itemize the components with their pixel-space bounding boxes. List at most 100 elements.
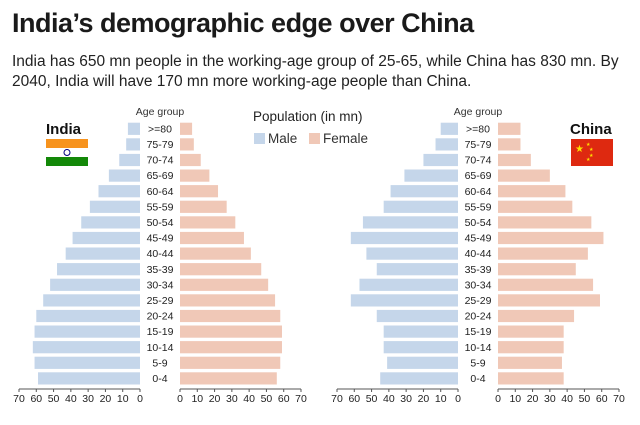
china-male-bar bbox=[440, 122, 458, 135]
china-male-bar bbox=[366, 247, 458, 260]
china-male-tick-label: 40 bbox=[383, 393, 395, 405]
india-female-tick-label: 10 bbox=[191, 393, 203, 405]
india-age-label: 70-74 bbox=[147, 155, 174, 167]
china-age-label: 70-74 bbox=[465, 155, 492, 167]
india-female-bar bbox=[180, 169, 210, 182]
china-age-label: 10-14 bbox=[465, 342, 492, 354]
china-female-bar bbox=[498, 138, 521, 151]
country-label-india: India bbox=[46, 121, 82, 138]
china-male-bar bbox=[383, 200, 458, 213]
india-female-bar bbox=[180, 263, 262, 276]
china-male-bar bbox=[350, 231, 458, 245]
china-age-label: 15-19 bbox=[465, 326, 492, 338]
china-age-label: 55-59 bbox=[465, 201, 492, 213]
chart-title: India’s demographic edge over China bbox=[12, 8, 474, 38]
india-male-bar bbox=[98, 185, 140, 198]
india-age-label: 75-79 bbox=[147, 139, 174, 151]
india-age-label: 40-44 bbox=[147, 248, 174, 260]
china-male-bar bbox=[404, 169, 458, 182]
china-male-bar bbox=[383, 341, 458, 354]
india-male-bar bbox=[89, 200, 140, 213]
india-female-bar bbox=[180, 138, 194, 151]
china-female-bar bbox=[498, 200, 573, 213]
india-male-bar bbox=[43, 294, 141, 307]
india-male-bar bbox=[34, 325, 140, 338]
india-age-label: 15-19 bbox=[147, 326, 174, 338]
china-female-bar bbox=[498, 216, 592, 229]
svg-text:★: ★ bbox=[589, 147, 594, 153]
india-female-bar bbox=[180, 309, 281, 323]
china-male-tick-label: 20 bbox=[418, 393, 430, 405]
india-female-bar bbox=[180, 294, 276, 307]
india-male-bar bbox=[119, 153, 140, 167]
chart-subtitle: India has 650 mn people in the working-a… bbox=[12, 53, 619, 90]
china-female-bar bbox=[498, 325, 564, 338]
india-female-bar bbox=[180, 278, 269, 291]
india-flag-icon bbox=[46, 139, 88, 166]
india-age-label: 35-39 bbox=[147, 264, 174, 276]
india-male-tick-label: 70 bbox=[13, 393, 25, 405]
india-female-bar bbox=[180, 200, 227, 213]
china-female-tick-label: 20 bbox=[527, 393, 539, 405]
china-female-tick-label: 40 bbox=[561, 393, 573, 405]
china-male-tick-label: 60 bbox=[348, 393, 360, 405]
india-female-tick-label: 50 bbox=[261, 393, 273, 405]
india-female-bar bbox=[180, 153, 201, 167]
india-female-bar bbox=[180, 356, 281, 369]
legend-label-female: Female bbox=[323, 131, 368, 146]
china-male-bar bbox=[383, 325, 458, 338]
svg-text:★: ★ bbox=[589, 153, 594, 159]
svg-text:★: ★ bbox=[575, 144, 584, 155]
india-female-tick-label: 20 bbox=[209, 393, 221, 405]
india-age-label: 60-64 bbox=[147, 186, 174, 198]
india-female-bar bbox=[180, 341, 282, 354]
china-female-bar bbox=[498, 247, 588, 260]
india-male-tick-label: 60 bbox=[30, 393, 42, 405]
china-female-bar bbox=[498, 278, 594, 291]
india-male-bar bbox=[108, 169, 140, 182]
india-female-tick-label: 30 bbox=[226, 393, 238, 405]
india-male-bar bbox=[32, 341, 141, 354]
india-age-label: 25-29 bbox=[147, 295, 174, 307]
china-male-tick-label: 10 bbox=[435, 393, 447, 405]
china-female-bar bbox=[498, 356, 562, 369]
india-female-bar bbox=[180, 372, 277, 385]
india-male-tick-label: 30 bbox=[82, 393, 94, 405]
india-female-bar bbox=[180, 122, 193, 135]
india-male-tick-label: 50 bbox=[48, 393, 60, 405]
legend: Population (in mn) Male Female bbox=[253, 109, 368, 146]
china-female-bar bbox=[498, 294, 600, 307]
country-label-china: China bbox=[570, 121, 612, 138]
china-female-bar bbox=[498, 309, 575, 323]
india-male-bar bbox=[72, 231, 140, 245]
china-flag-icon: ★ ★ ★ ★ ★ bbox=[571, 139, 613, 166]
svg-text:★: ★ bbox=[586, 142, 591, 148]
india-female-bar bbox=[180, 325, 282, 338]
india-male-bar bbox=[57, 263, 140, 276]
china-age-label: 65-69 bbox=[465, 170, 492, 182]
china-male-bar bbox=[350, 294, 458, 307]
china-age-label: 20-24 bbox=[465, 311, 492, 323]
india-male-tick-label: 20 bbox=[100, 393, 112, 405]
india-age-group-header: Age group bbox=[136, 106, 185, 118]
india-male-bar bbox=[65, 247, 140, 260]
india-male-bar bbox=[34, 356, 140, 369]
china-age-label: 50-54 bbox=[465, 217, 492, 229]
india-male-bar bbox=[38, 372, 141, 385]
legend-title: Population (in mn) bbox=[253, 109, 363, 124]
china-female-tick-label: 10 bbox=[509, 393, 521, 405]
china-female-tick-label: 50 bbox=[579, 393, 591, 405]
china-male-tick-label: 0 bbox=[455, 393, 461, 405]
china-female-tick-label: 60 bbox=[596, 393, 608, 405]
india-age-label: 55-59 bbox=[147, 201, 174, 213]
india-age-label: 30-34 bbox=[147, 279, 174, 291]
china-age-label: 40-44 bbox=[465, 248, 492, 260]
india-female-tick-label: 70 bbox=[295, 393, 307, 405]
china-male-bar bbox=[387, 356, 458, 369]
china-male-bar bbox=[390, 185, 458, 198]
china-male-bar bbox=[423, 153, 458, 167]
china-male-tick-label: 70 bbox=[331, 393, 343, 405]
india-male-tick-label: 0 bbox=[137, 393, 143, 405]
china-male-bar bbox=[376, 263, 458, 276]
